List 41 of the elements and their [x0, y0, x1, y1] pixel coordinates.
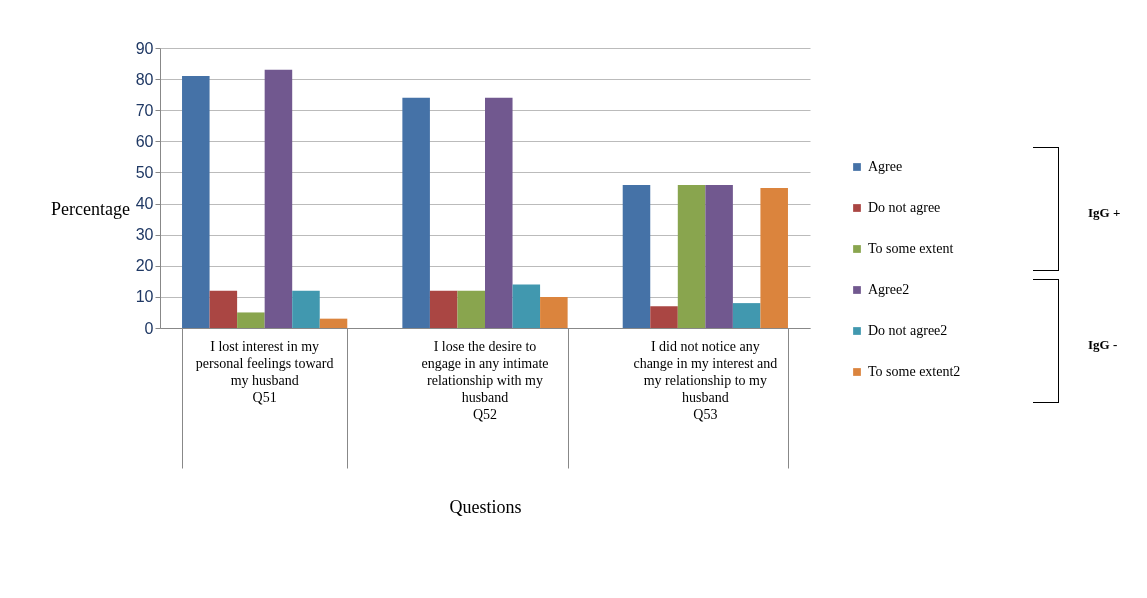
- bar: [760, 188, 788, 328]
- bar: [485, 97, 513, 328]
- bar: [457, 290, 485, 328]
- y-tick-label: 70: [135, 101, 154, 119]
- y-tick-label: 10: [135, 288, 154, 306]
- y-tick-label: 40: [135, 195, 154, 213]
- bar: [209, 290, 238, 328]
- y-tick-label: 90: [135, 39, 154, 57]
- bar: [402, 97, 430, 328]
- y-tick-label: 50: [135, 163, 154, 181]
- y-tick-label: 20: [135, 257, 154, 275]
- bar: [292, 290, 320, 328]
- y-tick-label: 60: [135, 132, 154, 150]
- x-tick-label: I lost interest in my personal feelings toward my husband Q51: [195, 339, 334, 405]
- text: IgG -: [1088, 337, 1118, 353]
- bar: [512, 284, 541, 328]
- bar: [677, 184, 706, 328]
- y-tick-label: 30: [135, 226, 154, 244]
- bar: [732, 303, 761, 328]
- bar: [264, 69, 293, 328]
- y-tick-label: 80: [135, 70, 154, 88]
- text: IgG +: [1088, 205, 1121, 221]
- bar: [429, 290, 458, 328]
- bar: [182, 76, 210, 328]
- bar: [237, 312, 265, 328]
- legend-label: To some extent2: [868, 364, 961, 379]
- y-tick-label: 0: [144, 319, 154, 337]
- bar: [319, 318, 348, 328]
- x-tick-label: I did not notice any change in my interest and my relationship to my husband Q53: [633, 339, 778, 422]
- x-tick-label: I lose the desire to engage in any intimate relationship with my husband Q52: [421, 339, 549, 422]
- y-axis-title: Percentage: [51, 198, 130, 219]
- bar: [650, 306, 678, 328]
- legend-label: Agree2: [868, 282, 910, 297]
- bar: [540, 296, 568, 328]
- bar: [622, 184, 651, 328]
- bar: [705, 184, 733, 328]
- x-axis-title: Questions: [449, 497, 522, 517]
- legend-label: To some extent: [868, 241, 954, 256]
- legend-label: Agree: [868, 159, 903, 174]
- legend-label: Do not agree2: [868, 323, 948, 338]
- legend-label: Do not agree: [868, 200, 941, 215]
